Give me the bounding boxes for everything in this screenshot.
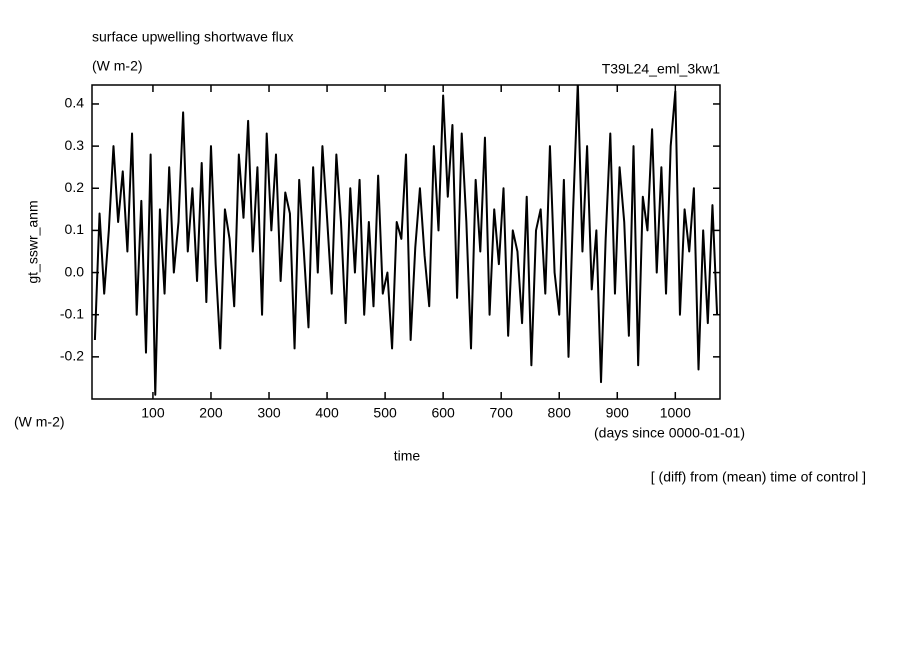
y-tick-label: 0.4 [65,95,85,111]
subtitle: (W m-2) [92,58,143,74]
x-tick-label: 1000 [660,405,691,421]
y-tick-label: 0.1 [65,221,85,237]
x-tick-label: 300 [257,405,281,421]
y-tick-label: -0.1 [60,305,84,321]
x-axis-label: time [394,448,421,464]
y-tick-label: 0.2 [65,179,85,195]
y-tick-label: 0.0 [65,263,85,279]
x-tick-label: 400 [315,405,339,421]
x-tick-label: 900 [606,405,630,421]
x-tick-label: 600 [431,405,455,421]
plot-frame [91,84,721,400]
note: [ (diff) from (mean) time of control ] [651,469,866,485]
y-tick-label: -0.2 [60,348,84,364]
x-tick-label: 100 [141,405,165,421]
x-tick-label: 500 [373,405,397,421]
y-tick-label: 0.3 [65,137,85,153]
x-tick-label: 800 [548,405,572,421]
chart-title: surface upwelling shortwave flux [92,29,294,45]
x-tick-label: 700 [490,405,514,421]
y-axis-label: gt_sswr_anm [25,200,41,283]
annotation: T39L24_eml_3kw1 [602,61,721,77]
x-tick-label: 200 [199,405,223,421]
x-units: (days since 0000-01-01) [594,425,745,441]
data-line [93,85,719,396]
y-units: (W m-2) [14,414,65,430]
